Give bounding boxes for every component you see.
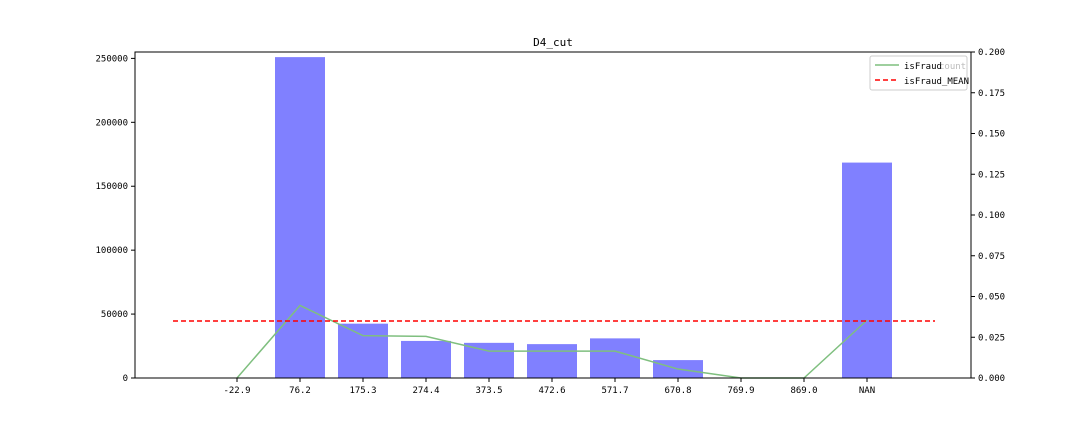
y-left-tick-label-1: 50000 [101, 310, 128, 320]
x-tick-label-0: -22.9 [223, 386, 250, 396]
bar-2 [338, 323, 388, 378]
x-tick-label-3: 274.4 [412, 386, 439, 396]
bar-1 [275, 57, 325, 379]
x-tick-label-5: 472.6 [538, 386, 565, 396]
y-right-tick-label-3: 0.075 [978, 252, 1005, 262]
y-right-tick-label-2: 0.050 [978, 293, 1005, 303]
x-tick-label-10: NAN [859, 386, 875, 396]
bar-6 [590, 338, 640, 378]
y-right-tick-label-8: 0.200 [978, 48, 1005, 58]
bar-4 [464, 342, 514, 378]
x-tick-label-4: 373.5 [475, 386, 502, 396]
chart-title: D4_cut [533, 36, 573, 49]
bar-5 [527, 344, 577, 378]
bar-10 [842, 162, 892, 378]
legend-label-isfraud: isFraud [904, 62, 942, 72]
legend: count isFraud isFraud_MEAN [869, 55, 969, 91]
y-axis-left: 0 50000 100000 150000 200000 250000 [95, 54, 135, 384]
legend-label-isfraud-mean: isFraud_MEAN [904, 77, 969, 87]
x-tick-label-1: 76.2 [289, 386, 311, 396]
x-tick-label-8: 769.9 [727, 386, 754, 396]
x-tick-label-2: 175.3 [349, 386, 376, 396]
y-right-tick-label-4: 0.100 [978, 211, 1005, 221]
y-left-tick-label-4: 200000 [95, 118, 128, 128]
y-right-tick-label-1: 0.025 [978, 333, 1005, 343]
x-tick-label-9: 869.0 [790, 386, 817, 396]
legend-overlay-count: count [939, 62, 966, 72]
y-left-tick-label-2: 100000 [95, 246, 128, 256]
y-right-tick-label-5: 0.125 [978, 170, 1005, 180]
y-left-tick-label-3: 150000 [95, 182, 128, 192]
x-tick-label-7: 670.8 [664, 386, 691, 396]
x-axis: -22.9 76.2 175.3 274.4 373.5 472.6 571.7 670.8 7… [223, 378, 875, 396]
y-left-tick-label-0: 0 [123, 374, 128, 384]
x-tick-label-6: 571.7 [601, 386, 628, 396]
y-right-tick-label-7: 0.175 [978, 89, 1005, 99]
y-left-tick-label-5: 250000 [95, 54, 128, 64]
bars-layer [275, 57, 892, 379]
y-axis-right: 0.000 0.025 0.050 0.075 0.100 0.125 0.150 0.175… [971, 48, 1005, 384]
bar-3 [401, 340, 451, 378]
y-right-tick-label-0: 0.000 [978, 374, 1005, 384]
y-right-tick-label-6: 0.150 [978, 130, 1005, 140]
